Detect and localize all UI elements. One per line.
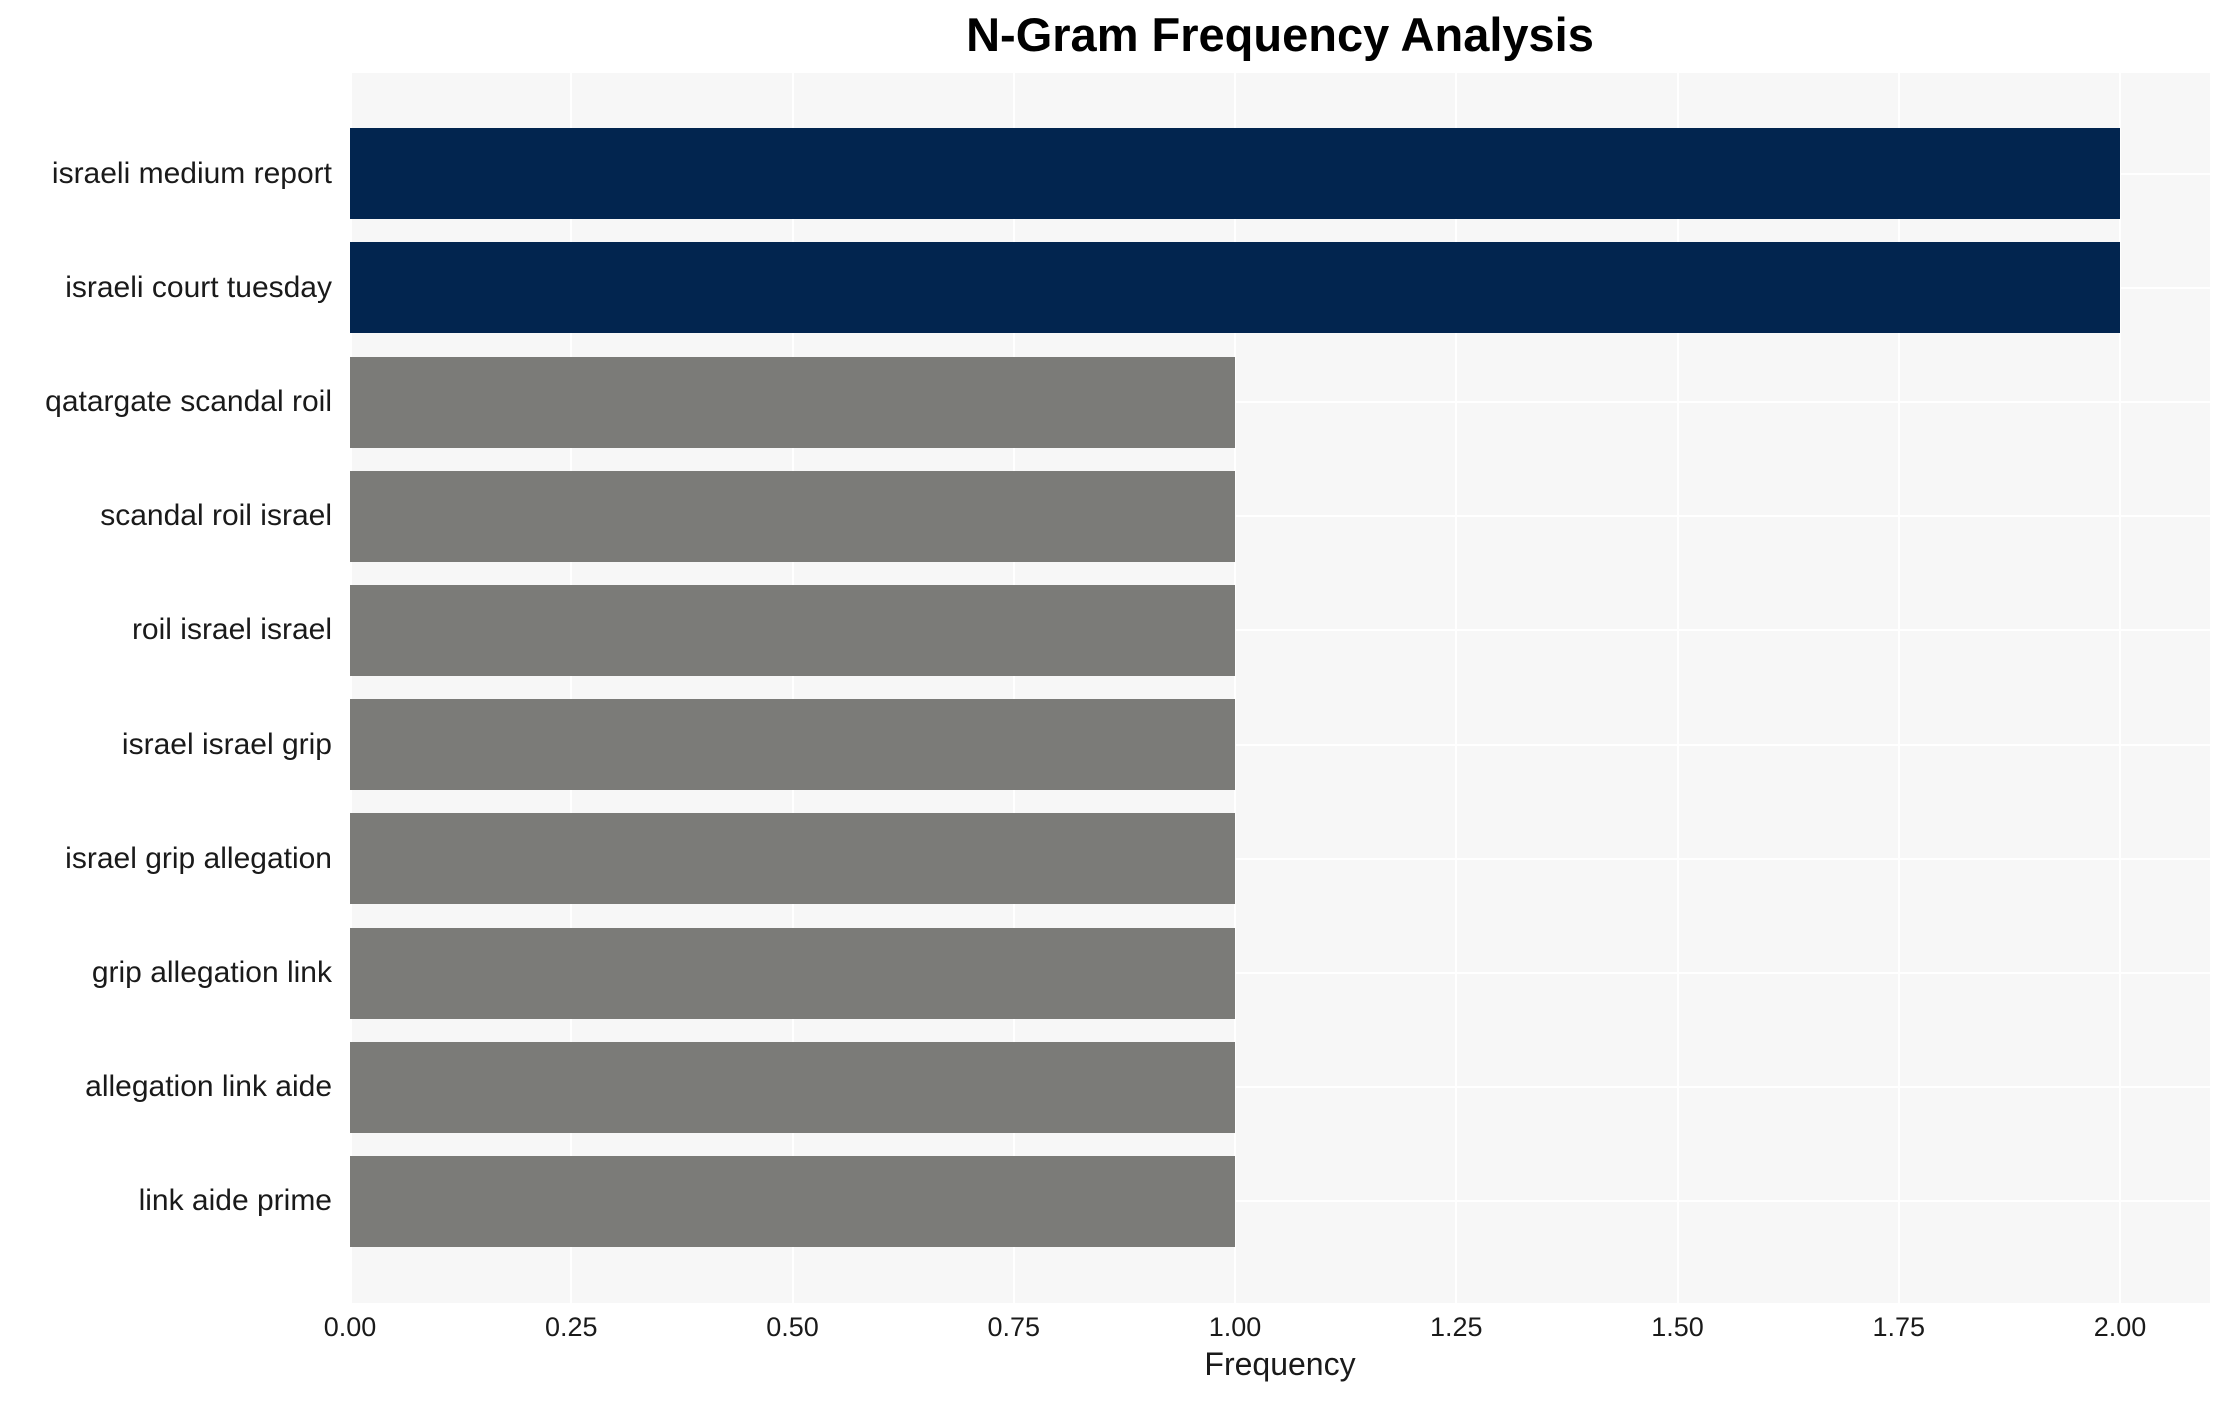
- bar: [350, 584, 1235, 676]
- bar: [350, 927, 1235, 1019]
- gridline-vertical: [1897, 73, 1900, 1303]
- chart-title: N-Gram Frequency Analysis: [966, 8, 1594, 61]
- x-tick-label: 0.00: [323, 1312, 377, 1342]
- plot-area: [350, 73, 2210, 1303]
- gridline-vertical: [570, 73, 573, 1303]
- gridline-vertical: [1234, 73, 1236, 1303]
- x-tick-label: 1.50: [1651, 1312, 1704, 1342]
- gridline-horizontal: [350, 972, 2210, 974]
- y-tick-label: grip allegation link: [91, 956, 332, 989]
- gridline-vertical: [2119, 73, 2121, 1303]
- y-tick-label: scandal roil israel: [100, 499, 332, 533]
- x-tick-label: 1.75: [1872, 1312, 1926, 1342]
- bar: [350, 1155, 1235, 1247]
- gridline-vertical: [1455, 73, 1458, 1303]
- y-tick-label: allegation link aide: [85, 1070, 332, 1104]
- y-tick-label: israeli medium report: [51, 156, 332, 190]
- x-tick-label: 0.25: [544, 1312, 598, 1342]
- bar: [350, 356, 1235, 448]
- gridline-horizontal: [350, 857, 2210, 860]
- y-tick-label: israel israel grip: [121, 727, 332, 761]
- gridline-horizontal: [350, 629, 2210, 632]
- y-tick-label: israel grip allegation: [65, 841, 332, 875]
- x-tick-label: 2.00: [2093, 1312, 2147, 1342]
- x-axis-label: Frequency: [1204, 1346, 1356, 1382]
- bar: [350, 813, 1235, 905]
- bar: [350, 128, 2120, 220]
- gridline-horizontal: [350, 401, 2210, 403]
- gridline-vertical: [791, 73, 794, 1303]
- gridline-horizontal: [350, 743, 2210, 746]
- y-tick-label: roil israel israel: [131, 613, 332, 647]
- bar: [350, 699, 1235, 791]
- gridline-horizontal: [350, 1200, 2210, 1203]
- bar: [350, 1041, 1235, 1133]
- x-tick-label: 0.75: [987, 1312, 1041, 1342]
- y-tick-label: israeli court tuesday: [65, 270, 332, 304]
- x-tick-label: 1.25: [1429, 1312, 1483, 1342]
- x-tick-label: 1.00: [1208, 1312, 1262, 1342]
- gridline-vertical: [1676, 73, 1679, 1303]
- gridline-vertical: [350, 73, 352, 1303]
- bar: [350, 242, 2120, 334]
- y-tick-label: link aide prime: [138, 1184, 332, 1218]
- gridline-horizontal: [350, 515, 2210, 518]
- bar: [350, 470, 1235, 562]
- x-tick-label: 0.50: [766, 1312, 819, 1342]
- gridline-vertical: [1012, 73, 1015, 1303]
- y-tick-label: qatargate scandal roil: [45, 385, 332, 418]
- gridline-horizontal: [350, 1086, 2210, 1089]
